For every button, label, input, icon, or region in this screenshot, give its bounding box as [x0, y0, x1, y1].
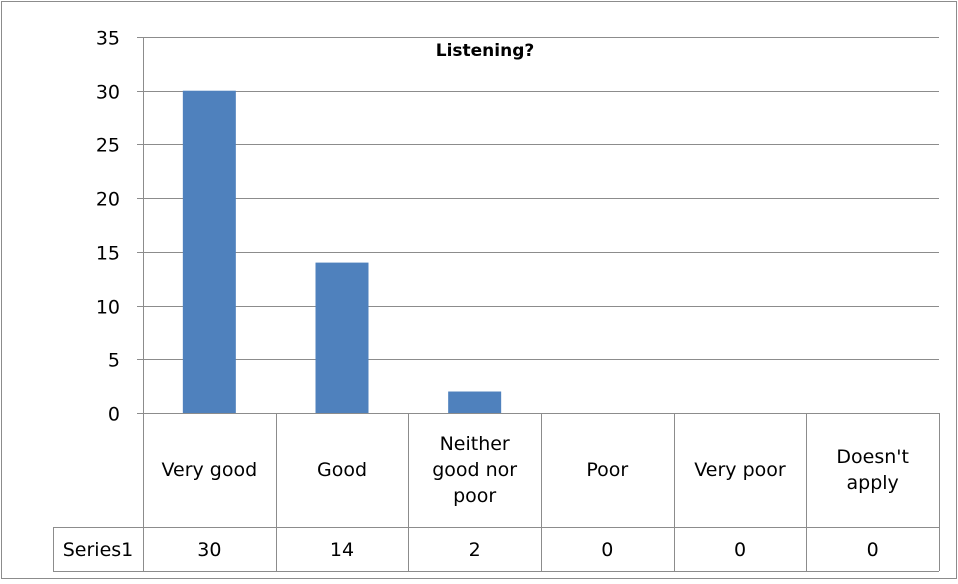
y-tick-label: 0 — [108, 404, 120, 426]
y-tick-label: 30 — [96, 82, 120, 104]
table-value-label: 2 — [469, 539, 481, 561]
category-label: Very good — [161, 459, 257, 481]
category-label: Doesn't apply — [836, 446, 909, 494]
table-value-label: 14 — [330, 539, 354, 561]
y-tick-label: 10 — [96, 297, 120, 319]
series-name-label: Series1 — [63, 539, 134, 561]
bar — [182, 90, 236, 413]
bar — [448, 391, 502, 413]
category-label: Poor — [586, 459, 628, 481]
table-value-label: 0 — [734, 539, 746, 561]
data-table: Very good Good Neither good nor poor Poor Very… — [53, 413, 940, 572]
table-value-label: 0 — [867, 539, 879, 561]
table-value-label: 0 — [601, 539, 613, 561]
y-tick-label: 5 — [108, 350, 120, 372]
category-label: Neither good nor poor — [432, 433, 517, 507]
category-label: Good — [317, 459, 367, 481]
y-tick-label: 25 — [96, 135, 120, 157]
y-tick-label: 20 — [96, 189, 120, 211]
bars — [182, 90, 502, 413]
y-axis-ticks: 0 5 10 15 20 25 30 35 — [96, 28, 120, 426]
gridlines — [137, 37, 939, 414]
chart-title: Listening? — [436, 41, 535, 61]
category-label: Very poor — [694, 459, 786, 481]
table-value-label: 30 — [197, 539, 221, 561]
y-tick-label: 35 — [96, 28, 120, 50]
bar — [315, 262, 369, 413]
y-tick-label: 15 — [96, 243, 120, 265]
